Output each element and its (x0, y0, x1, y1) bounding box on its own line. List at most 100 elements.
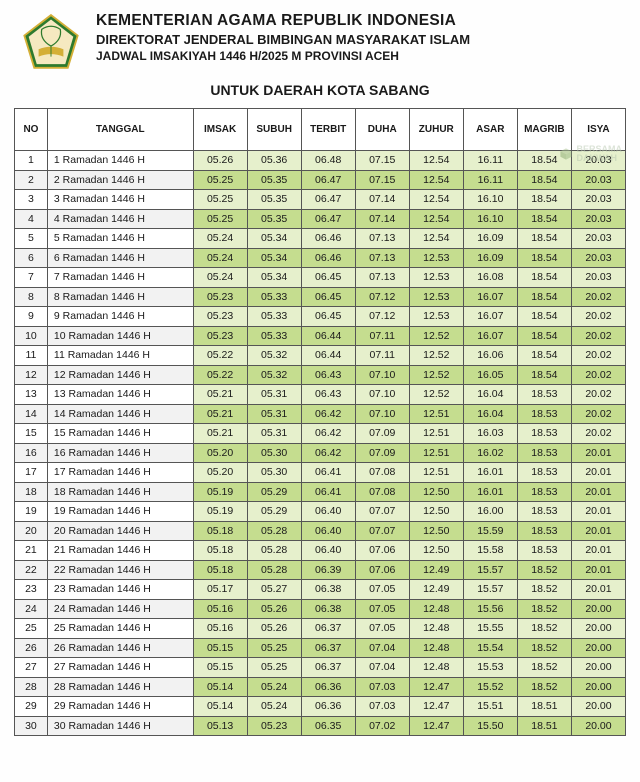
col-header: ASAR (463, 109, 517, 151)
cell-time: 05.35 (247, 209, 301, 229)
cell-tanggal: 28 Ramadan 1446 H (47, 677, 193, 697)
cell-time: 05.31 (247, 385, 301, 405)
cell-time: 12.52 (409, 346, 463, 366)
cell-tanggal: 5 Ramadan 1446 H (47, 229, 193, 249)
cell-tanggal: 8 Ramadan 1446 H (47, 287, 193, 307)
cell-time: 16.05 (463, 365, 517, 385)
cell-tanggal: 21 Ramadan 1446 H (47, 541, 193, 561)
cell-time: 05.15 (193, 638, 247, 658)
table-row: 88 Ramadan 1446 H05.2305.3306.4507.1212.… (15, 287, 626, 307)
cell-time: 05.20 (193, 443, 247, 463)
col-header: NO (15, 109, 48, 151)
cell-time: 05.18 (193, 521, 247, 541)
cell-time: 05.33 (247, 287, 301, 307)
cell-time: 18.54 (517, 307, 571, 327)
cell-time: 05.18 (193, 541, 247, 561)
cell-time: 06.45 (301, 268, 355, 288)
cell-tanggal: 25 Ramadan 1446 H (47, 619, 193, 639)
cell-time: 20.00 (571, 658, 625, 678)
cell-time: 06.47 (301, 170, 355, 190)
cell-time: 07.04 (355, 638, 409, 658)
table-row: 1818 Ramadan 1446 H05.1905.2906.4107.081… (15, 482, 626, 502)
cell-time: 18.54 (517, 326, 571, 346)
cell-time: 07.14 (355, 209, 409, 229)
table-row: 2626 Ramadan 1446 H05.1505.2506.3707.041… (15, 638, 626, 658)
cell-no: 28 (15, 677, 48, 697)
cell-tanggal: 22 Ramadan 1446 H (47, 560, 193, 580)
cell-time: 05.28 (247, 560, 301, 580)
cell-time: 20.02 (571, 424, 625, 444)
cell-time: 12.54 (409, 151, 463, 171)
cell-tanggal: 1 Ramadan 1446 H (47, 151, 193, 171)
cell-time: 20.01 (571, 463, 625, 483)
cell-time: 16.07 (463, 307, 517, 327)
cell-time: 06.40 (301, 502, 355, 522)
col-header: TERBIT (301, 109, 355, 151)
cell-time: 06.44 (301, 326, 355, 346)
cell-time: 05.30 (247, 443, 301, 463)
table-row: 66 Ramadan 1446 H05.2405.3406.4607.1312.… (15, 248, 626, 268)
title-line3: JADWAL IMSAKIYAH 1446 H/2025 M PROVINSI … (96, 49, 470, 63)
cell-time: 18.53 (517, 482, 571, 502)
watermark: BERSAMA DAKWAH (559, 145, 622, 163)
cell-time: 20.01 (571, 541, 625, 561)
cell-time: 16.01 (463, 463, 517, 483)
cell-time: 12.48 (409, 619, 463, 639)
cell-time: 20.00 (571, 599, 625, 619)
cell-time: 06.35 (301, 716, 355, 736)
cell-no: 7 (15, 268, 48, 288)
cell-tanggal: 23 Ramadan 1446 H (47, 580, 193, 600)
cell-time: 16.01 (463, 482, 517, 502)
cell-time: 06.37 (301, 638, 355, 658)
cell-time: 12.50 (409, 482, 463, 502)
cell-time: 05.21 (193, 404, 247, 424)
cell-no: 16 (15, 443, 48, 463)
cell-no: 12 (15, 365, 48, 385)
watermark-cube-icon (559, 147, 573, 161)
cell-time: 20.00 (571, 697, 625, 717)
cell-time: 15.53 (463, 658, 517, 678)
cell-time: 15.57 (463, 560, 517, 580)
cell-time: 18.54 (517, 170, 571, 190)
table-row: 1717 Ramadan 1446 H05.2005.3006.4107.081… (15, 463, 626, 483)
cell-tanggal: 17 Ramadan 1446 H (47, 463, 193, 483)
cell-time: 15.56 (463, 599, 517, 619)
cell-time: 05.35 (247, 170, 301, 190)
cell-time: 06.41 (301, 463, 355, 483)
cell-time: 05.26 (247, 619, 301, 639)
cell-time: 05.15 (193, 658, 247, 678)
cell-no: 23 (15, 580, 48, 600)
cell-time: 18.52 (517, 658, 571, 678)
cell-no: 15 (15, 424, 48, 444)
cell-time: 12.51 (409, 443, 463, 463)
table-row: 2222 Ramadan 1446 H05.1805.2806.3907.061… (15, 560, 626, 580)
cell-time: 07.09 (355, 443, 409, 463)
cell-time: 05.23 (247, 716, 301, 736)
cell-tanggal: 2 Ramadan 1446 H (47, 170, 193, 190)
cell-time: 20.03 (571, 248, 625, 268)
cell-time: 20.02 (571, 287, 625, 307)
cell-time: 20.03 (571, 209, 625, 229)
table-row: 1919 Ramadan 1446 H05.1905.2906.4007.071… (15, 502, 626, 522)
cell-time: 06.40 (301, 521, 355, 541)
cell-no: 5 (15, 229, 48, 249)
document-header: KEMENTERIAN AGAMA REPUBLIK INDONESIA DIR… (0, 0, 640, 76)
cell-time: 05.26 (193, 151, 247, 171)
cell-time: 05.23 (193, 326, 247, 346)
cell-time: 07.11 (355, 346, 409, 366)
cell-time: 18.53 (517, 521, 571, 541)
cell-time: 12.54 (409, 190, 463, 210)
cell-no: 26 (15, 638, 48, 658)
cell-time: 06.46 (301, 248, 355, 268)
cell-time: 20.01 (571, 580, 625, 600)
cell-time: 12.53 (409, 287, 463, 307)
cell-time: 05.13 (193, 716, 247, 736)
cell-time: 06.47 (301, 190, 355, 210)
cell-time: 16.10 (463, 209, 517, 229)
cell-time: 12.50 (409, 521, 463, 541)
cell-time: 12.49 (409, 580, 463, 600)
cell-tanggal: 24 Ramadan 1446 H (47, 599, 193, 619)
cell-time: 20.02 (571, 385, 625, 405)
cell-time: 18.54 (517, 365, 571, 385)
cell-time: 18.52 (517, 677, 571, 697)
